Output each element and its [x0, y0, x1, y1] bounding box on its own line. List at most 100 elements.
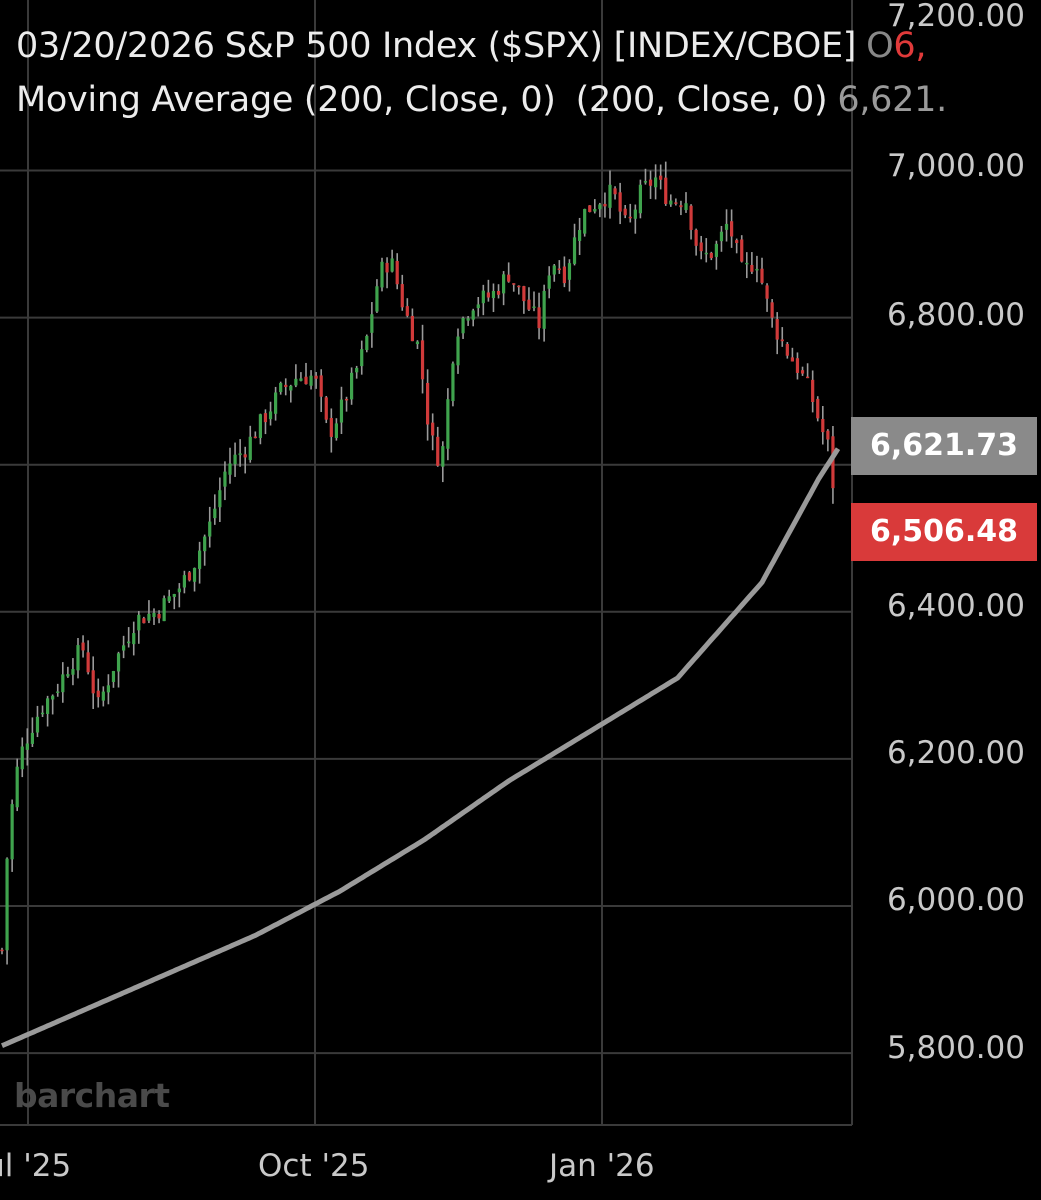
candle-down — [522, 286, 526, 302]
candle-down — [507, 274, 511, 282]
candle-up — [684, 203, 688, 211]
candle-down — [157, 613, 161, 619]
candle-down — [410, 315, 414, 342]
candle-up — [198, 550, 202, 569]
candle-down — [775, 319, 779, 340]
candle-down — [517, 285, 521, 288]
candle-down — [284, 384, 288, 388]
open-prefix: O — [866, 26, 894, 66]
candle-down — [395, 260, 399, 285]
candle-down — [81, 642, 85, 651]
candle-up — [633, 209, 637, 219]
candle-down — [253, 436, 257, 439]
candle-up — [127, 641, 131, 644]
candle-down — [735, 240, 739, 244]
candle-up — [669, 200, 673, 205]
candle-up — [268, 411, 273, 420]
candle-down — [618, 192, 622, 212]
candle-down — [740, 239, 744, 262]
candle-up — [71, 669, 75, 675]
candle-up — [56, 691, 60, 693]
candle-up — [724, 223, 729, 230]
candle-down — [699, 242, 703, 252]
candle-up — [491, 290, 496, 299]
candle-up — [46, 698, 50, 714]
y-tick-label: 6,200.00 — [886, 735, 1025, 771]
candle-up — [714, 243, 718, 257]
candle-down — [405, 306, 409, 316]
candle-down — [603, 203, 607, 207]
candle-down — [431, 422, 435, 436]
candle-down — [537, 307, 541, 329]
candle-down — [623, 208, 627, 216]
candle-up — [203, 536, 207, 552]
candle-down — [588, 205, 592, 212]
candle-down — [770, 302, 774, 318]
candle-up — [258, 414, 262, 438]
candle-up — [248, 436, 252, 460]
candle-up — [223, 471, 227, 487]
candle-down — [512, 283, 516, 285]
candle-up — [466, 318, 470, 321]
candle-up — [365, 335, 369, 350]
candle-up — [177, 588, 181, 593]
candle-down — [613, 188, 617, 195]
ma-value: 6,621. — [837, 80, 947, 120]
x-tick-label: Jan '26 — [549, 1148, 655, 1184]
candle-up — [228, 463, 232, 475]
chart-symbol: S&P 500 Index ($SPX) [INDEX/CBOE] — [224, 26, 857, 66]
candle-up — [390, 258, 394, 272]
y-tick-label: 6,800.00 — [886, 297, 1025, 333]
candle-up — [415, 341, 420, 345]
y-tick-label: 5,800.00 — [886, 1030, 1025, 1066]
candle-up — [162, 598, 166, 622]
candle-up — [61, 674, 65, 693]
candle-down — [730, 221, 734, 237]
candle-up — [745, 262, 749, 265]
candle-down — [659, 175, 663, 180]
candle-up — [167, 596, 171, 602]
candle-up — [593, 208, 597, 212]
candle-down — [314, 375, 318, 379]
candle-up — [380, 261, 384, 288]
candle-up — [370, 314, 374, 333]
candle-up — [289, 385, 293, 391]
candle-up — [76, 645, 80, 671]
candle-up — [502, 274, 506, 294]
candle-down — [760, 268, 764, 283]
candle-up — [111, 671, 116, 682]
candle-down — [679, 205, 683, 208]
candle-up — [147, 613, 151, 621]
candle-up — [309, 375, 313, 386]
candle-up — [5, 858, 9, 951]
candle-up — [192, 568, 197, 582]
x-tick-label: Oct '25 — [258, 1148, 370, 1184]
candle-up — [578, 230, 582, 241]
candle-up — [654, 177, 658, 188]
ma-params: (200, Close, 0) — [575, 80, 828, 120]
y-tick-label: 6,400.00 — [886, 588, 1025, 624]
candle-up — [552, 265, 556, 275]
candle-up — [608, 184, 612, 208]
candle-up — [116, 653, 121, 672]
candle-up — [350, 372, 354, 400]
moving-average-line — [1, 447, 841, 1048]
chart-grid — [0, 0, 853, 1126]
x-tick-label: Jul '25 — [0, 1148, 72, 1184]
candle-down — [790, 357, 794, 362]
candle-down — [664, 177, 668, 205]
candle-up — [122, 645, 126, 651]
candle-down — [243, 454, 247, 458]
y-tick-label: 7,200.00 — [886, 0, 1025, 34]
candle-up — [208, 521, 212, 537]
candle-up — [532, 306, 536, 309]
candle-up — [40, 712, 45, 715]
candle-down — [557, 268, 561, 271]
candle-up — [132, 633, 136, 645]
candle-down — [486, 292, 490, 298]
candle-down — [91, 670, 95, 694]
candle-down — [826, 430, 830, 440]
candle-up — [755, 268, 759, 271]
candle-down — [86, 652, 90, 673]
